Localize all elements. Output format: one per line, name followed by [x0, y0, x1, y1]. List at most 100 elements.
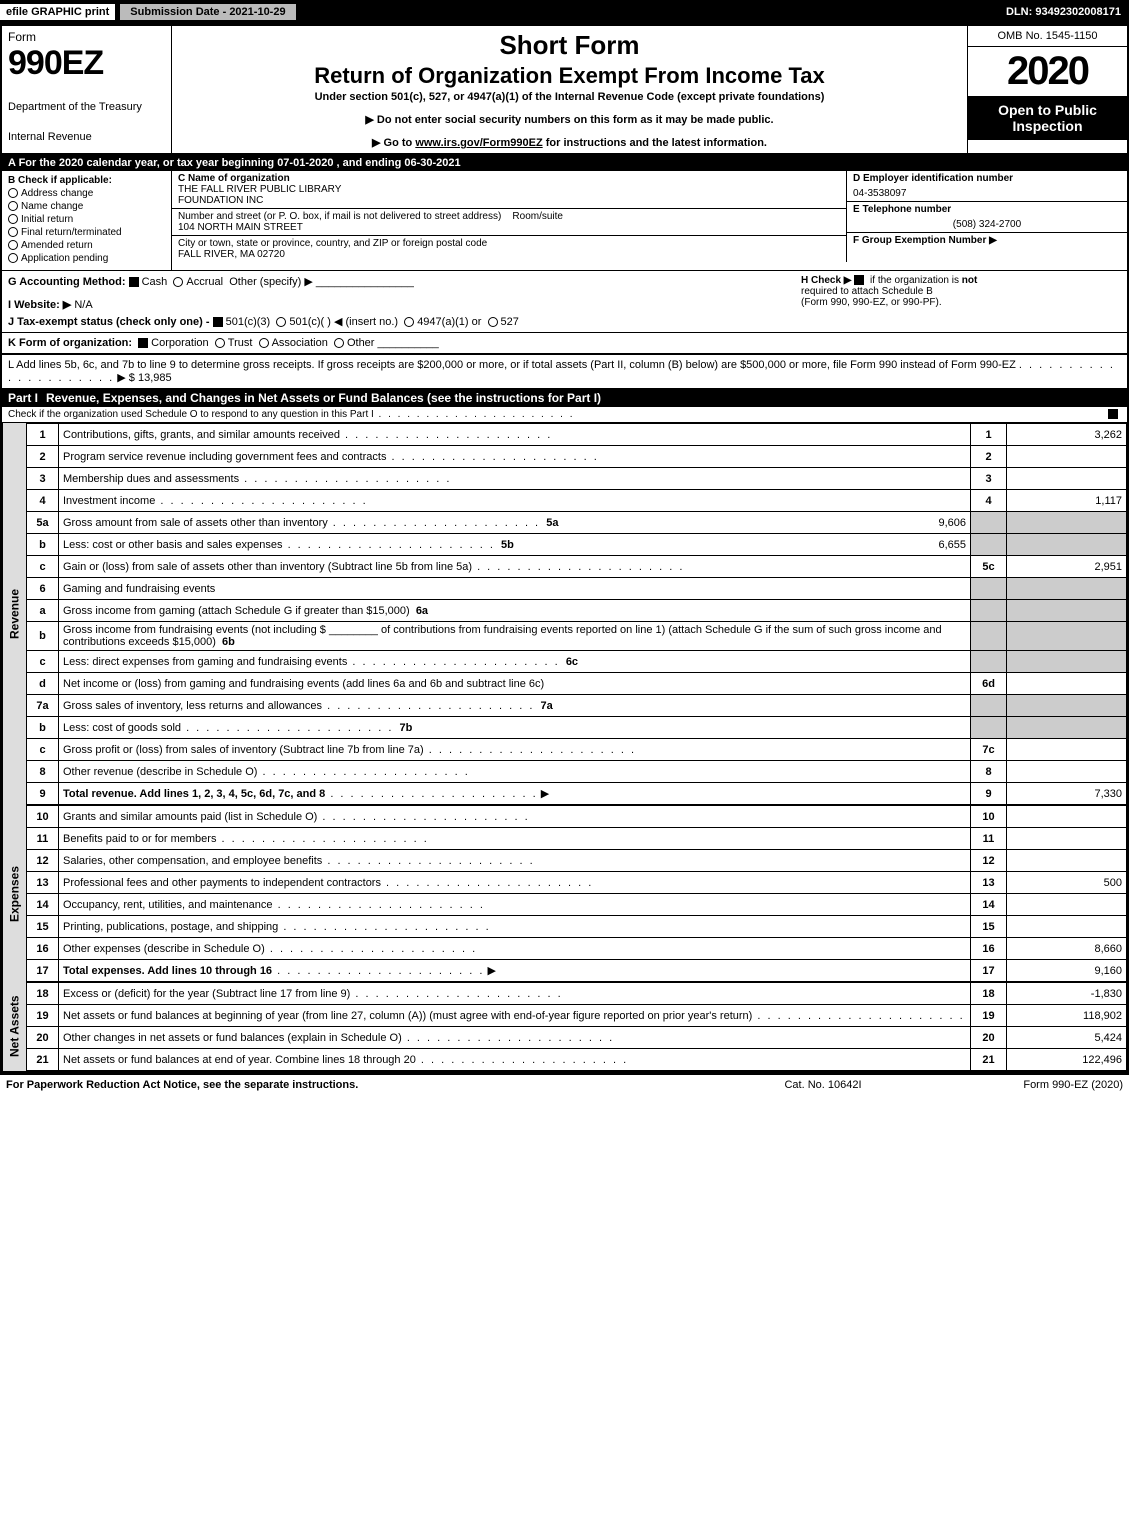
- chk-501c[interactable]: [276, 317, 286, 327]
- d-ein-label: D Employer identification number: [847, 171, 1127, 186]
- h-text2: required to attach Schedule B: [801, 286, 933, 297]
- chk-h[interactable]: [854, 275, 864, 285]
- chk-accrual[interactable]: [173, 277, 183, 287]
- row-a-tax-year: A For the 2020 calendar year, or tax yea…: [2, 155, 1127, 171]
- h-not: not: [962, 275, 978, 286]
- form-number: 990EZ: [8, 44, 165, 83]
- section-de: D Employer identification number 04-3538…: [847, 171, 1127, 262]
- line-7a: 7aGross sales of inventory, less returns…: [27, 695, 1127, 717]
- chk-cash[interactable]: [129, 277, 139, 287]
- line-6: 6Gaming and fundraising events: [27, 578, 1127, 600]
- efile-label[interactable]: efile GRAPHIC print: [0, 4, 115, 20]
- line-19: 19Net assets or fund balances at beginni…: [27, 1005, 1127, 1027]
- h-text3: (Form 990, 990-EZ, or 990-PF).: [801, 297, 942, 308]
- chk-corporation[interactable]: [138, 338, 148, 348]
- note-goto-post: for instructions and the latest informat…: [543, 137, 767, 149]
- expenses-side-label: Expenses: [2, 805, 26, 982]
- line-12: 12Salaries, other compensation, and empl…: [27, 850, 1127, 872]
- line-5c: cGain or (loss) from sale of assets othe…: [27, 556, 1127, 578]
- revenue-side-label: Revenue: [2, 423, 26, 805]
- ghi-left: G Accounting Method: Cash Accrual Other …: [8, 275, 801, 328]
- chk-name-change[interactable]: Name change: [8, 201, 165, 212]
- irs-link[interactable]: www.irs.gov/Form990EZ: [415, 137, 542, 149]
- footer-left: For Paperwork Reduction Act Notice, see …: [6, 1079, 723, 1091]
- form-outer: Form 990EZ Department of the Treasury In…: [0, 24, 1129, 1073]
- row-k: K Form of organization: Corporation Trus…: [2, 333, 1127, 355]
- chk-527[interactable]: [488, 317, 498, 327]
- part1-title: Revenue, Expenses, and Changes in Net As…: [46, 391, 601, 405]
- line-6b: bGross income from fundraising events (n…: [27, 622, 1127, 651]
- row-l: L Add lines 5b, 6c, and 7b to line 9 to …: [2, 355, 1127, 389]
- omb-number: OMB No. 1545-1150: [968, 26, 1127, 47]
- row-j: J Tax-exempt status (check only one) - 5…: [8, 315, 801, 328]
- line-7b: bLess: cost of goods sold 7b: [27, 717, 1127, 739]
- section-c: C Name of organization THE FALL RIVER PU…: [172, 171, 847, 262]
- revenue-section: Revenue 1Contributions, gifts, grants, a…: [2, 423, 1127, 805]
- line-2: 2Program service revenue including gover…: [27, 446, 1127, 468]
- dept-treasury: Department of the Treasury: [8, 101, 165, 113]
- top-bar: efile GRAPHIC print Submission Date - 20…: [0, 0, 1129, 24]
- part1-sub: Check if the organization used Schedule …: [2, 407, 1127, 423]
- open-inspection: Open to Public Inspection: [968, 96, 1127, 140]
- section-b-title: B Check if applicable:: [8, 175, 165, 186]
- g-other: Other (specify) ▶: [229, 276, 313, 288]
- ghi-block: G Accounting Method: Cash Accrual Other …: [2, 271, 1127, 333]
- c-label: C Name of organization: [178, 173, 290, 184]
- chk-amended-return[interactable]: Amended return: [8, 240, 165, 251]
- subtitle-under: Under section 501(c), 527, or 4947(a)(1)…: [180, 91, 959, 103]
- header-row: Form 990EZ Department of the Treasury In…: [2, 26, 1127, 155]
- chk-trust[interactable]: [215, 338, 225, 348]
- section-b: B Check if applicable: Address change Na…: [2, 171, 172, 270]
- form-word: Form: [8, 30, 165, 44]
- part1-label: Part I: [8, 391, 38, 405]
- chk-final-return[interactable]: Final return/terminated: [8, 227, 165, 238]
- l-text: L Add lines 5b, 6c, and 7b to line 9 to …: [8, 359, 1016, 371]
- line-6c: cLess: direct expenses from gaming and f…: [27, 651, 1127, 673]
- note-goto: ▶ Go to www.irs.gov/Form990EZ for instru…: [180, 136, 959, 149]
- netassets-section: Net Assets 18Excess or (deficit) for the…: [2, 982, 1127, 1071]
- line-5a: 5aGross amount from sale of assets other…: [27, 512, 1127, 534]
- h-label: H Check ▶: [801, 275, 851, 286]
- i-label: I Website: ▶: [8, 299, 71, 311]
- chk-address-change[interactable]: Address change: [8, 188, 165, 199]
- line-15: 15Printing, publications, postage, and s…: [27, 916, 1127, 938]
- chk-schedule-o[interactable]: [1108, 409, 1118, 419]
- revenue-table: 1Contributions, gifts, grants, and simil…: [26, 423, 1127, 805]
- org-name-block: C Name of organization THE FALL RIVER PU…: [172, 171, 846, 209]
- dln-label: DLN: 93492302008171: [1006, 6, 1129, 18]
- address-block: Number and street (or P. O. box, if mail…: [172, 209, 846, 236]
- row-g: G Accounting Method: Cash Accrual Other …: [8, 275, 801, 288]
- line-21: 21Net assets or fund balances at end of …: [27, 1049, 1127, 1071]
- header-right: OMB No. 1545-1150 2020 Open to Public In…: [967, 26, 1127, 153]
- section-h: H Check ▶ if the organization is not req…: [801, 275, 1121, 328]
- line-5b: bLess: cost or other basis and sales exp…: [27, 534, 1127, 556]
- line-14: 14Occupancy, rent, utilities, and mainte…: [27, 894, 1127, 916]
- room-label: Room/suite: [512, 211, 563, 222]
- footer-formnum: Form 990-EZ (2020): [923, 1079, 1123, 1091]
- chk-4947[interactable]: [404, 317, 414, 327]
- line-9: 9Total revenue. Add lines 1, 2, 3, 4, 5c…: [27, 783, 1127, 805]
- line-18: 18Excess or (deficit) for the year (Subt…: [27, 983, 1127, 1005]
- f-group-exemption: F Group Exemption Number ▶: [847, 233, 1127, 248]
- l-value: $ 13,985: [129, 372, 172, 384]
- chk-application-pending[interactable]: Application pending: [8, 253, 165, 264]
- l-arrow: ▶: [117, 372, 125, 384]
- chk-other[interactable]: [334, 338, 344, 348]
- line-7c: cGross profit or (loss) from sales of in…: [27, 739, 1127, 761]
- e-phone-label: E Telephone number: [847, 202, 1127, 217]
- line-6a: aGross income from gaming (attach Schedu…: [27, 600, 1127, 622]
- note-ssn: ▶ Do not enter social security numbers o…: [180, 113, 959, 126]
- header-center: Short Form Return of Organization Exempt…: [172, 26, 967, 153]
- d-ein-value: 04-3538097: [847, 186, 1127, 202]
- chk-501c3[interactable]: [213, 317, 223, 327]
- chk-initial-return[interactable]: Initial return: [8, 214, 165, 225]
- line-1: 1Contributions, gifts, grants, and simil…: [27, 424, 1127, 446]
- chk-association[interactable]: [259, 338, 269, 348]
- line-17: 17Total expenses. Add lines 10 through 1…: [27, 960, 1127, 982]
- header-left: Form 990EZ Department of the Treasury In…: [2, 26, 172, 153]
- row-i: I Website: ▶ N/A: [8, 298, 801, 311]
- website-value: N/A: [74, 299, 92, 311]
- line-8: 8Other revenue (describe in Schedule O)8: [27, 761, 1127, 783]
- addr-label: Number and street (or P. O. box, if mail…: [178, 211, 501, 222]
- dept-irs: Internal Revenue: [8, 131, 165, 143]
